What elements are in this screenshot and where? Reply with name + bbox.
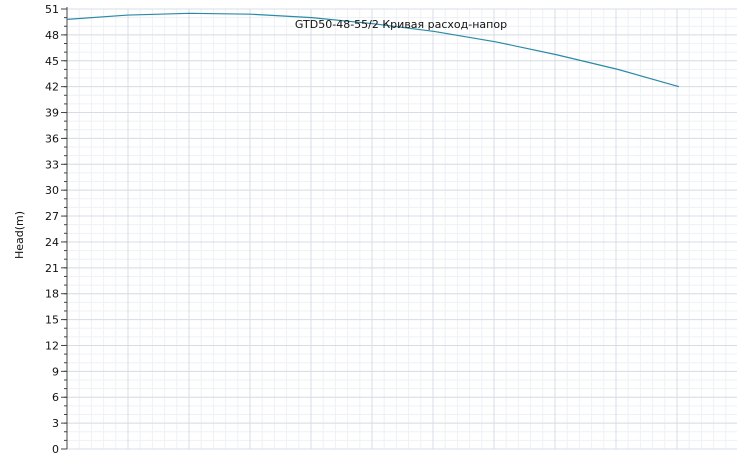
series: [66, 12, 680, 88]
y-tick-label: 9: [52, 365, 59, 378]
y-tick-label: 24: [45, 236, 59, 249]
chart-title: GTD50-48-55/2 Кривая расход-напор: [295, 18, 507, 31]
head-curve-line: [66, 12, 680, 88]
y-tick-label: 30: [45, 184, 59, 197]
y-tick-label: 18: [45, 288, 59, 301]
y-tick-label: 12: [45, 339, 59, 352]
y-tick-label: 45: [45, 55, 59, 68]
grid: [66, 8, 737, 450]
y-tick-label: 21: [45, 262, 59, 275]
y-tick-label: 6: [52, 391, 59, 404]
y-tick-label: 48: [45, 29, 59, 42]
y-axis-label: Head(m): [13, 211, 26, 259]
y-tick-label: 39: [45, 107, 59, 120]
y-tick-label: 51: [45, 3, 59, 16]
y-tick-label: 15: [45, 314, 59, 327]
y-tick-label: 36: [45, 132, 59, 145]
y-tick-label: 27: [45, 210, 59, 223]
y-tick-label: 33: [45, 158, 59, 171]
y-tick-label: 42: [45, 81, 59, 94]
y-tick-label: 3: [52, 417, 59, 430]
y-tick-label: 0: [52, 443, 59, 454]
